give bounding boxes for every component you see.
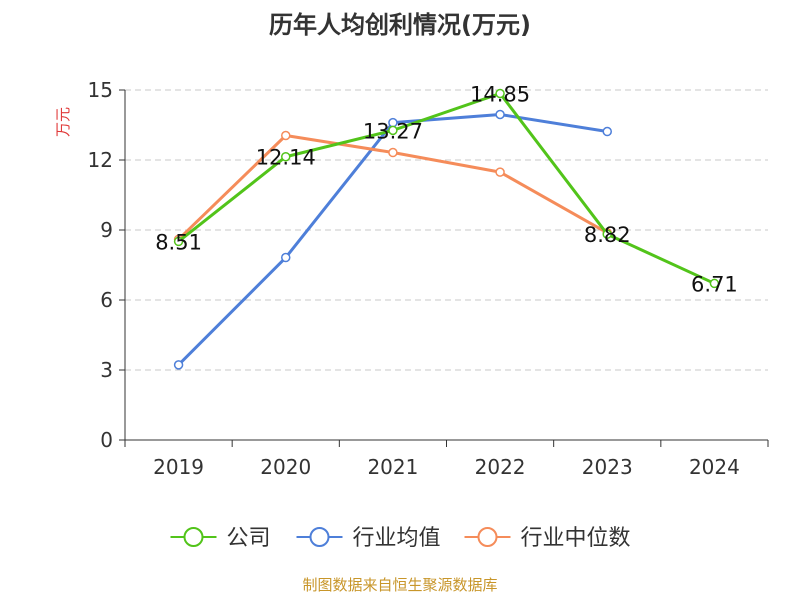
x-tick-label: 2024 [689, 455, 740, 479]
legend-label: 公司 [227, 526, 271, 551]
data-point [602, 126, 612, 137]
y-tick-label: 0 [100, 428, 113, 452]
grid-lines [125, 89, 768, 371]
x-tick-label: 2022 [475, 455, 526, 479]
legend-item: 行业均值 [296, 526, 441, 551]
data-point [173, 360, 184, 370]
data-point [173, 236, 184, 247]
data-labels: 8.51 12.14 13.27 14.85 8.82 6.71 [155, 83, 738, 297]
data-label: 8.82 [584, 223, 631, 247]
data-point [495, 88, 505, 99]
y-tick-label: 3 [100, 358, 113, 382]
legend-label: 行业中位数 [521, 526, 631, 551]
data-label: 12.14 [256, 146, 316, 170]
legend-marker [183, 527, 204, 547]
y-axis-label: 万元 [54, 107, 72, 137]
data-label: 14.85 [470, 83, 530, 107]
legend-item: 行业中位数 [464, 526, 631, 551]
data-point [388, 147, 398, 158]
source-note: 制图数据来自恒生聚源数据库 [302, 576, 497, 594]
data-point [281, 130, 291, 141]
y-tick-label: 15 [88, 78, 113, 102]
data-point [281, 252, 291, 263]
legend-marker [477, 527, 498, 547]
y-tick-label: 6 [100, 288, 113, 312]
legend-label: 行业均值 [353, 526, 441, 551]
x-tick-label: 2021 [367, 455, 418, 479]
series-lines [173, 88, 720, 370]
axes: 0 3 6 9 12 15 2019 2020 2021 2022 2023 2024 [88, 78, 769, 479]
x-tick-label: 2019 [153, 455, 204, 479]
data-point [281, 151, 291, 162]
x-tick-label: 2023 [582, 455, 633, 479]
data-point [388, 125, 398, 136]
data-label: 6.71 [691, 272, 738, 296]
data-point [495, 109, 505, 120]
x-tick-label: 2020 [260, 455, 311, 479]
legend-item: 公司 [170, 526, 271, 551]
y-tick-label: 9 [100, 218, 113, 242]
data-point [495, 167, 505, 177]
series-line-0 [177, 92, 716, 285]
chart-title: 历年人均创利情况(万元) [269, 11, 531, 39]
data-point [709, 278, 720, 289]
legend: 公司 行业均值 行业中位数 [170, 526, 631, 551]
legend-marker [309, 527, 330, 547]
data-point [602, 229, 612, 239]
y-tick-label: 12 [88, 148, 113, 172]
data-label: 13.27 [363, 119, 423, 143]
data-label: 8.51 [155, 230, 202, 254]
